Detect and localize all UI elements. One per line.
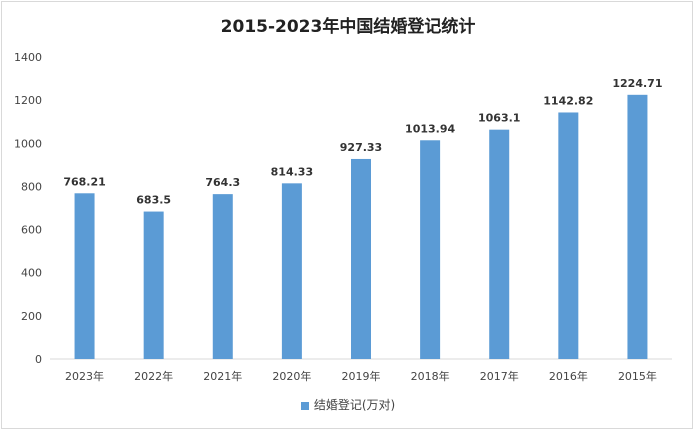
x-tick-label: 2015年 (618, 369, 657, 383)
x-tick-label: 2023年 (65, 369, 104, 383)
data-label: 764.3 (205, 176, 240, 189)
bar (212, 194, 233, 359)
data-label: 683.5 (136, 194, 171, 207)
data-label: 1013.94 (405, 122, 455, 135)
bar (143, 211, 164, 359)
y-tick-label: 1000 (14, 137, 42, 150)
bar (558, 112, 579, 359)
bar (420, 140, 441, 359)
bar (627, 94, 648, 359)
y-tick-label: 600 (21, 224, 42, 237)
x-tick-label: 2017年 (480, 369, 519, 383)
bar (489, 129, 510, 359)
data-label: 1063.1 (478, 112, 520, 125)
legend-label: 结婚登记(万对) (313, 398, 396, 412)
bar (281, 183, 302, 359)
bar (74, 193, 95, 359)
x-tick-label: 2020年 (272, 369, 311, 383)
legend: 结婚登记(万对) (0, 396, 696, 413)
data-label: 768.21 (63, 175, 105, 188)
x-tick-label: 2018年 (411, 369, 450, 383)
data-label: 1142.82 (543, 94, 593, 107)
x-tick-label: 2016年 (549, 369, 588, 383)
y-tick-label: 400 (21, 267, 42, 280)
data-label: 1224.71 (612, 77, 662, 90)
y-tick-label: 1400 (14, 51, 42, 64)
chart-title: 2015-2023年中国结婚登记统计 (220, 17, 476, 37)
x-tick-label: 2021年 (203, 369, 242, 383)
legend-swatch (300, 401, 309, 410)
y-tick-label: 0 (35, 353, 42, 366)
y-tick-label: 200 (21, 310, 42, 323)
y-tick-label: 800 (21, 180, 42, 193)
data-label: 927.33 (340, 141, 382, 154)
y-tick-label: 1200 (14, 94, 42, 107)
x-tick-label: 2019年 (342, 369, 381, 383)
x-tick-label: 2022年 (134, 369, 173, 383)
bar (351, 158, 371, 359)
data-label: 814.33 (271, 165, 313, 178)
